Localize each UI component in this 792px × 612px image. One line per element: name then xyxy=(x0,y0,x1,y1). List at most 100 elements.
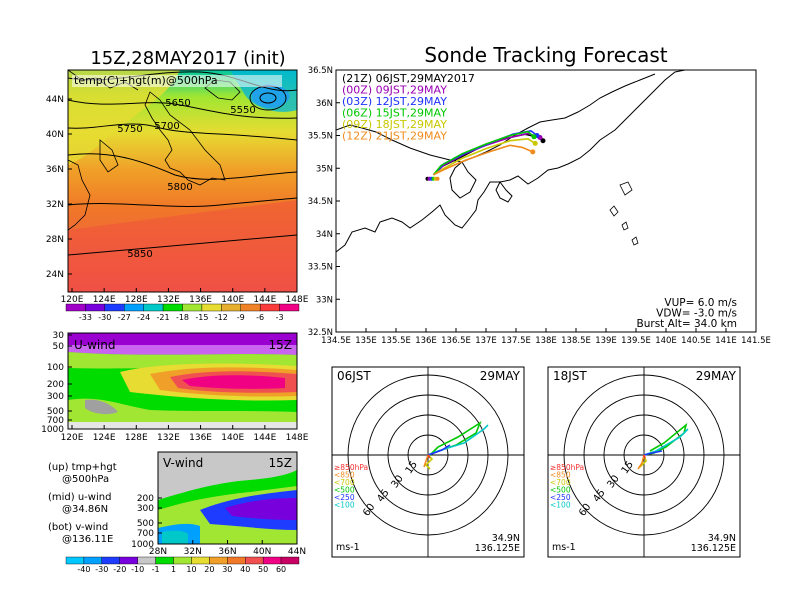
colorbar-swatch xyxy=(173,556,192,565)
legend-note: (bot) v-wind xyxy=(48,522,108,533)
colorbar-swatch xyxy=(280,556,300,565)
track-line xyxy=(433,137,536,176)
vwind-xtick: 44N xyxy=(288,547,306,557)
colorbar-label: -30 xyxy=(98,313,111,322)
colorbar-label: -24 xyxy=(137,313,150,322)
contour-label: 5800 xyxy=(167,182,192,193)
colorbar-swatch xyxy=(101,556,120,565)
colorbar-label: -27 xyxy=(118,313,131,322)
track-xtick: 137.5E xyxy=(501,336,531,346)
track-legend-entry: (21Z) 06JST,29MAY2017 xyxy=(342,72,475,85)
track-ytick: 36.5N xyxy=(308,66,333,76)
track-endpoint xyxy=(531,134,537,140)
hodograph-level-label: <850 xyxy=(550,471,571,480)
track-ytick: 34N xyxy=(316,230,333,240)
coastline xyxy=(336,70,686,253)
track-lines xyxy=(425,130,546,181)
colorbar-label: 1 xyxy=(171,565,176,574)
colorbar-label: -20 xyxy=(113,565,126,574)
track-xtick: 139E xyxy=(595,336,617,346)
map500-ytick: 32N xyxy=(46,200,64,210)
hodograph-level-label: <250 xyxy=(550,493,571,502)
map500-ytick: 40N xyxy=(46,130,64,140)
track-ytick: 34.5N xyxy=(308,197,333,207)
track-info-line: VUP= 6.0 m/s xyxy=(664,297,737,309)
vwind-xtick: 28N xyxy=(149,547,167,557)
track-legend-entry: (12Z) 21JST,29MAY xyxy=(342,130,447,143)
colorbar-label: 10 xyxy=(186,565,196,574)
uwind-time: 15Z xyxy=(269,338,293,352)
colorbar-label: 20 xyxy=(204,565,214,574)
colorbar-swatch xyxy=(65,556,85,565)
map500-label: temp(C)+hgt(m)@500hPa xyxy=(74,74,218,87)
track-ytick: 35N xyxy=(316,164,333,174)
track-ytick: 33.5N xyxy=(308,263,333,273)
uwind-xtick: 128E xyxy=(125,433,148,443)
track-xtick: 136.5E xyxy=(441,336,471,346)
colorbar-label: -18 xyxy=(176,313,189,322)
hodograph-trace xyxy=(643,454,646,459)
colorbar-label: -9 xyxy=(237,313,245,322)
track-xtick: 137E xyxy=(475,336,497,346)
hodograph-date: 29MAY xyxy=(696,369,737,383)
track-endpoint xyxy=(530,149,536,155)
vwind-xticks: 28N 32N 36N 40N 44N xyxy=(149,540,306,557)
legend-note: @136.11E xyxy=(62,534,113,545)
vwind-xtick: 32N xyxy=(184,547,202,557)
colorbar-label: -3 xyxy=(276,313,284,322)
hodograph-lat: 34.9N xyxy=(492,533,520,544)
hodograph-level-label: <700 xyxy=(550,478,571,487)
uwind-xtick: 124E xyxy=(93,433,116,443)
track-ytick: 32.5N xyxy=(308,328,333,338)
hodograph-lat: 34.9N xyxy=(708,533,736,544)
track-line xyxy=(432,130,535,176)
colorbar-label: -12 xyxy=(215,313,228,322)
colorbar-label: -30 xyxy=(95,565,108,574)
track-info-line: VDW= -3.0 m/s xyxy=(656,308,737,320)
hodograph-level-label: <850 xyxy=(334,471,355,480)
colorbar-label: 30 xyxy=(222,565,232,574)
map500-xtick: 136E xyxy=(189,295,212,305)
track-ytick: 35.5N xyxy=(308,132,333,142)
map500-ytick: 24N xyxy=(46,270,64,280)
hodograph-level-label: <500 xyxy=(334,486,355,495)
contour-label: 5750 xyxy=(117,124,142,135)
track-ytick: 36N xyxy=(316,99,333,109)
colorbar-label: -10 xyxy=(131,565,144,574)
track-xtick: 138E xyxy=(535,336,557,346)
map500-xtick: 120E xyxy=(61,295,84,305)
colorbar-label: 40 xyxy=(240,565,250,574)
track-xtick: 135E xyxy=(355,336,377,346)
colorbar-swatch xyxy=(119,556,138,565)
hodograph-level-label: <100 xyxy=(334,501,355,510)
colorbar-label: -1 xyxy=(152,565,160,574)
hodograph-lon: 136.125E xyxy=(475,543,520,554)
track-xtick: 135.5E xyxy=(381,336,411,346)
colorbar-swatch xyxy=(155,556,174,565)
track-legend-entry: (09Z) 18JST,29MAY xyxy=(342,118,447,131)
contour-label: 5550 xyxy=(230,105,255,116)
colorbar-label: -15 xyxy=(195,313,208,322)
track-startpoint xyxy=(435,176,440,181)
colorbar-swatch xyxy=(104,303,125,312)
legend-notes: (up) tmp+hgt@500hPa (mid) u-wind@34.86N (b… xyxy=(48,462,117,545)
colorbar-swatch xyxy=(209,556,228,565)
map500-xtick: 144E xyxy=(253,295,276,305)
vwind-colorbar: -40 -30 -20 -10 -1 1 10 20 30 40 50 60 xyxy=(65,556,300,574)
track-legend-entry: (03Z) 12JST,29MAY xyxy=(342,95,447,108)
map500-xtick: 148E xyxy=(286,295,309,305)
vwind-ytick: 300 xyxy=(137,504,154,514)
track-xtick: 134.5E xyxy=(321,336,351,346)
colorbar-swatch xyxy=(83,556,103,565)
hodograph-level-label: <500 xyxy=(550,486,571,495)
vwind-time: 15Z xyxy=(269,456,293,470)
uwind-ytick: 200 xyxy=(47,380,64,390)
colorbar-swatch xyxy=(137,556,156,565)
colorbar-swatch xyxy=(279,303,300,312)
